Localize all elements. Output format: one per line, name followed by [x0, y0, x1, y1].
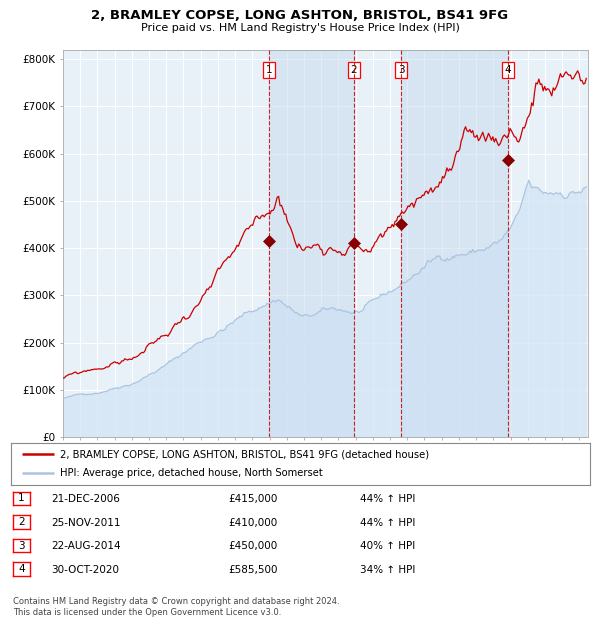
Bar	[269, 50, 354, 437]
Text: 1: 1	[266, 65, 272, 75]
Text: 21-DEC-2006: 21-DEC-2006	[51, 494, 120, 504]
Text: 44% ↑ HPI: 44% ↑ HPI	[360, 494, 415, 504]
Text: £410,000: £410,000	[228, 518, 277, 528]
Text: £450,000: £450,000	[228, 541, 277, 551]
Text: HPI: Average price, detached house, North Somerset: HPI: Average price, detached house, Nort…	[60, 469, 323, 479]
Text: 40% ↑ HPI: 40% ↑ HPI	[360, 541, 415, 551]
Bar	[401, 50, 508, 437]
Text: £415,000: £415,000	[228, 494, 277, 504]
Text: 3: 3	[398, 65, 404, 75]
Text: 3: 3	[18, 541, 25, 551]
Text: 2: 2	[350, 65, 357, 75]
Text: 34% ↑ HPI: 34% ↑ HPI	[360, 565, 415, 575]
Text: 25-NOV-2011: 25-NOV-2011	[51, 518, 121, 528]
Text: Contains HM Land Registry data © Crown copyright and database right 2024.
This d: Contains HM Land Registry data © Crown c…	[13, 598, 340, 617]
Text: £585,500: £585,500	[228, 565, 277, 575]
Text: 4: 4	[505, 65, 511, 75]
Text: Price paid vs. HM Land Registry's House Price Index (HPI): Price paid vs. HM Land Registry's House …	[140, 23, 460, 33]
Text: 44% ↑ HPI: 44% ↑ HPI	[360, 518, 415, 528]
Text: 2: 2	[18, 517, 25, 527]
Text: 1: 1	[18, 494, 25, 503]
Text: 30-OCT-2020: 30-OCT-2020	[51, 565, 119, 575]
Text: 2, BRAMLEY COPSE, LONG ASHTON, BRISTOL, BS41 9FG (detached house): 2, BRAMLEY COPSE, LONG ASHTON, BRISTOL, …	[60, 449, 429, 459]
Text: 22-AUG-2014: 22-AUG-2014	[51, 541, 121, 551]
Text: 2, BRAMLEY COPSE, LONG ASHTON, BRISTOL, BS41 9FG: 2, BRAMLEY COPSE, LONG ASHTON, BRISTOL, …	[91, 9, 509, 22]
Text: 4: 4	[18, 564, 25, 574]
